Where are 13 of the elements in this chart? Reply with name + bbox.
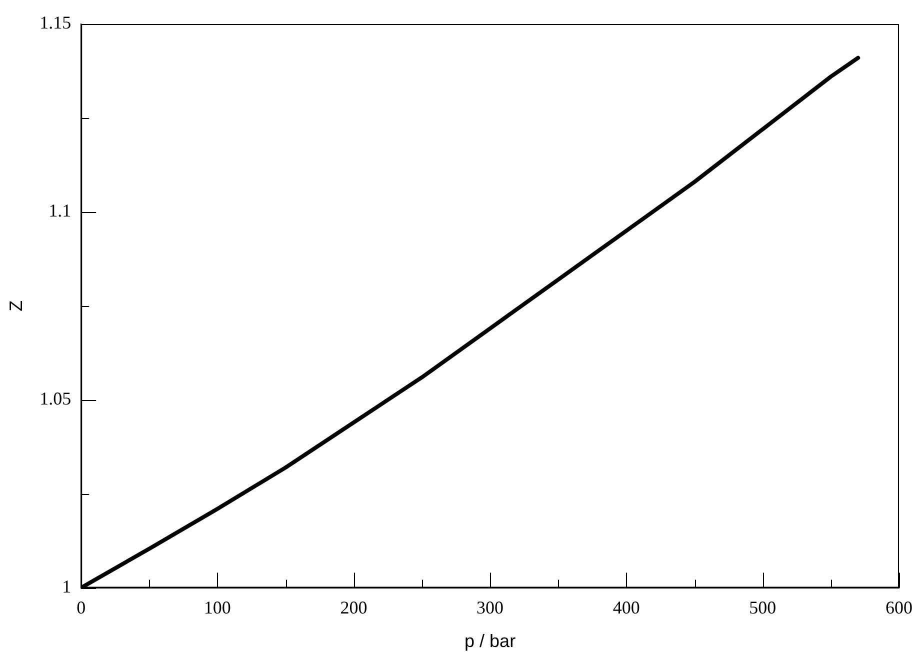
x-tick-label: 600 <box>886 597 912 618</box>
x-tick-label: 300 <box>476 597 504 618</box>
y-tick-label: 1.15 <box>40 12 72 33</box>
y-tick-label: 1.05 <box>40 388 72 409</box>
y-tick-label: 1 <box>62 576 72 597</box>
x-axis-title: p / bar <box>464 631 516 652</box>
y-axis-title: Z <box>6 300 26 312</box>
x-tick-label: 100 <box>204 597 231 618</box>
x-tick-label: 500 <box>749 597 776 618</box>
x-tick-label: 400 <box>612 597 640 618</box>
x-tick-label: 200 <box>340 597 368 618</box>
x-tick-label: 0 <box>76 597 86 618</box>
y-tick-label: 1.1 <box>48 200 72 221</box>
